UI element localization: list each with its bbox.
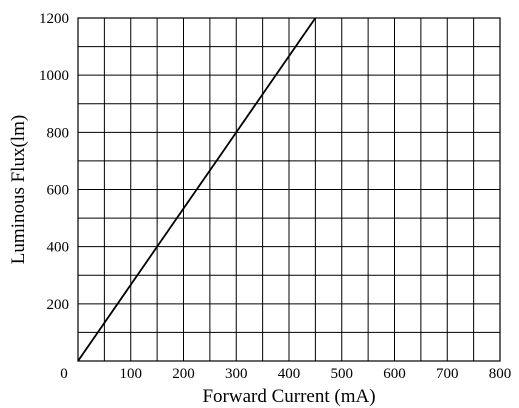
x-tick-labels: 0 100 200 300 400 500 600 700 800 [60, 366, 511, 382]
y-tick-label: 600 [47, 183, 70, 199]
x-tick-label: 700 [436, 366, 459, 382]
x-tick-label: 400 [278, 366, 301, 382]
x-tick-label: 300 [225, 366, 248, 382]
y-tick-label: 200 [47, 297, 70, 313]
plot-frame [77, 17, 501, 362]
x-tick-label: 0 [60, 366, 68, 382]
y-axis-title: Luminous Flux(lm) [8, 115, 29, 264]
y-tick-labels: 200 400 600 800 1000 1200 [39, 11, 69, 313]
y-tick-label: 1200 [39, 11, 69, 27]
y-tick-label: 800 [47, 125, 70, 141]
series-line-0 [77, 17, 317, 362]
x-tick-label: 100 [120, 366, 143, 382]
x-tick-label: 600 [383, 366, 406, 382]
x-tick-label: 800 [489, 366, 512, 382]
y-tick-label: 400 [47, 240, 70, 256]
x-axis-title: Forward Current (mA) [202, 386, 375, 407]
x-tick-label: 500 [331, 366, 354, 382]
series-layer [77, 17, 317, 362]
grid [78, 18, 500, 361]
x-tick-label: 200 [172, 366, 195, 382]
y-tick-label: 1000 [39, 68, 69, 84]
